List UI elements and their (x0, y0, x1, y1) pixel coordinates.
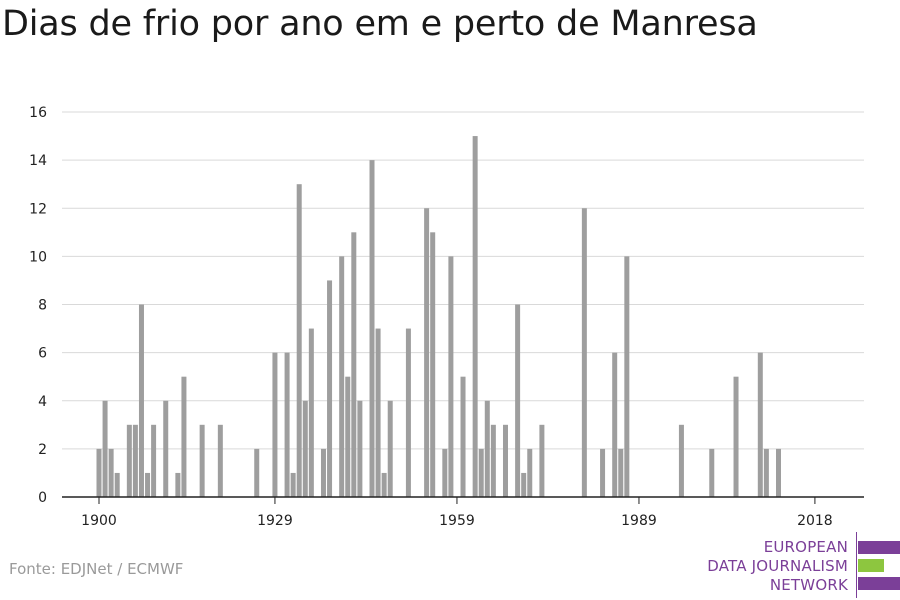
y-tick-label: 2 (38, 442, 47, 458)
bar-1929 (272, 352, 278, 498)
bar-1945 (369, 160, 375, 498)
bar-1967 (502, 424, 508, 497)
logo-divider (856, 532, 857, 598)
bar-chart: 0 2 4 6 8 10 12 14 16 1900 1929 1959 1989 2018 (29, 105, 864, 529)
y-tick-label: 6 (38, 346, 47, 362)
logo-line-2: DATA JOURNALISM (707, 557, 848, 575)
bar-1908 (145, 472, 151, 497)
logo-bar-purple-bottom (858, 577, 900, 590)
bar-1926 (254, 448, 260, 498)
bar-1969 (515, 304, 521, 497)
bar-1970 (521, 472, 527, 497)
x-tick-label: 1959 (439, 513, 475, 529)
y-tick-label: 8 (38, 298, 47, 314)
bar-1901 (102, 400, 108, 497)
y-tick-label: 10 (29, 249, 47, 265)
y-tick-label: 16 (29, 105, 47, 121)
bar-1906 (132, 424, 138, 497)
bar-1938 (327, 280, 333, 497)
bar-1941 (345, 376, 351, 497)
bar-1948 (387, 400, 393, 497)
bar-2005 (733, 376, 739, 497)
bar-1983 (600, 448, 606, 498)
source-note: Fonte: EDJNet / ECMWF (9, 560, 184, 578)
bar-1951 (405, 328, 411, 497)
bar-1903 (114, 472, 120, 497)
bar-2001 (709, 448, 715, 498)
bars (96, 136, 781, 498)
bar-2010 (763, 448, 769, 498)
bar-1954 (424, 208, 430, 497)
bar-1996 (678, 424, 684, 497)
bar-1911 (163, 400, 169, 497)
bar-1914 (181, 376, 187, 497)
bar-1971 (527, 448, 533, 498)
bar-1905 (126, 424, 132, 497)
logo-line-1: EUROPEAN (763, 538, 848, 556)
bar-1965 (490, 424, 496, 497)
bar-1935 (308, 328, 314, 497)
x-tick-label: 1989 (621, 513, 657, 529)
bar-1900 (96, 448, 102, 498)
bar-1958 (448, 256, 454, 498)
y-tick-label: 14 (29, 153, 47, 169)
bar-1917 (199, 424, 205, 497)
bar-1986 (618, 448, 624, 498)
bar-1909 (151, 424, 157, 497)
x-tick-label: 1929 (257, 513, 293, 529)
bar-1946 (375, 328, 381, 497)
bar-1963 (478, 448, 484, 498)
bar-1943 (357, 400, 363, 497)
bar-1940 (339, 256, 345, 498)
bar-2012 (776, 448, 781, 498)
bar-1920 (217, 424, 223, 497)
y-tick-label: 4 (38, 394, 47, 410)
bar-1960 (460, 376, 466, 497)
bar-1934 (302, 400, 308, 497)
bar-1913 (175, 472, 181, 497)
bar-1907 (138, 304, 144, 497)
bar-1933 (296, 184, 302, 497)
x-tick-label: 1900 (81, 513, 117, 529)
bar-1957 (442, 448, 448, 498)
logo-line-3: NETWORK (769, 576, 848, 594)
bar-1932 (290, 472, 296, 497)
bar-2009 (757, 352, 763, 498)
bar-1987 (624, 256, 630, 498)
x-tick-label: 2018 (797, 513, 833, 529)
y-tick-label: 12 (29, 201, 47, 217)
chart-title: Dias de frio por ano em e perto de Manre… (2, 4, 758, 44)
edjnet-logo[interactable]: EUROPEAN DATA JOURNALISM NETWORK (700, 532, 900, 598)
bar-1964 (484, 400, 490, 497)
bar-1955 (430, 232, 436, 497)
bar-1973 (539, 424, 545, 497)
y-axis-ticks: 0 2 4 6 8 10 12 14 16 (29, 105, 47, 506)
y-tick-label: 0 (38, 490, 47, 506)
bar-1937 (320, 448, 326, 498)
bar-1962 (472, 136, 478, 497)
bar-1942 (351, 232, 357, 497)
bar-1980 (581, 208, 587, 497)
logo-bar-purple-top (858, 541, 900, 554)
bar-1985 (612, 352, 618, 498)
bar-1931 (284, 352, 290, 498)
logo-bar-green (858, 559, 884, 572)
bar-1902 (108, 448, 114, 498)
x-axis-ticks: 1900 1929 1959 1989 2018 (81, 497, 833, 529)
bar-1947 (381, 472, 387, 497)
